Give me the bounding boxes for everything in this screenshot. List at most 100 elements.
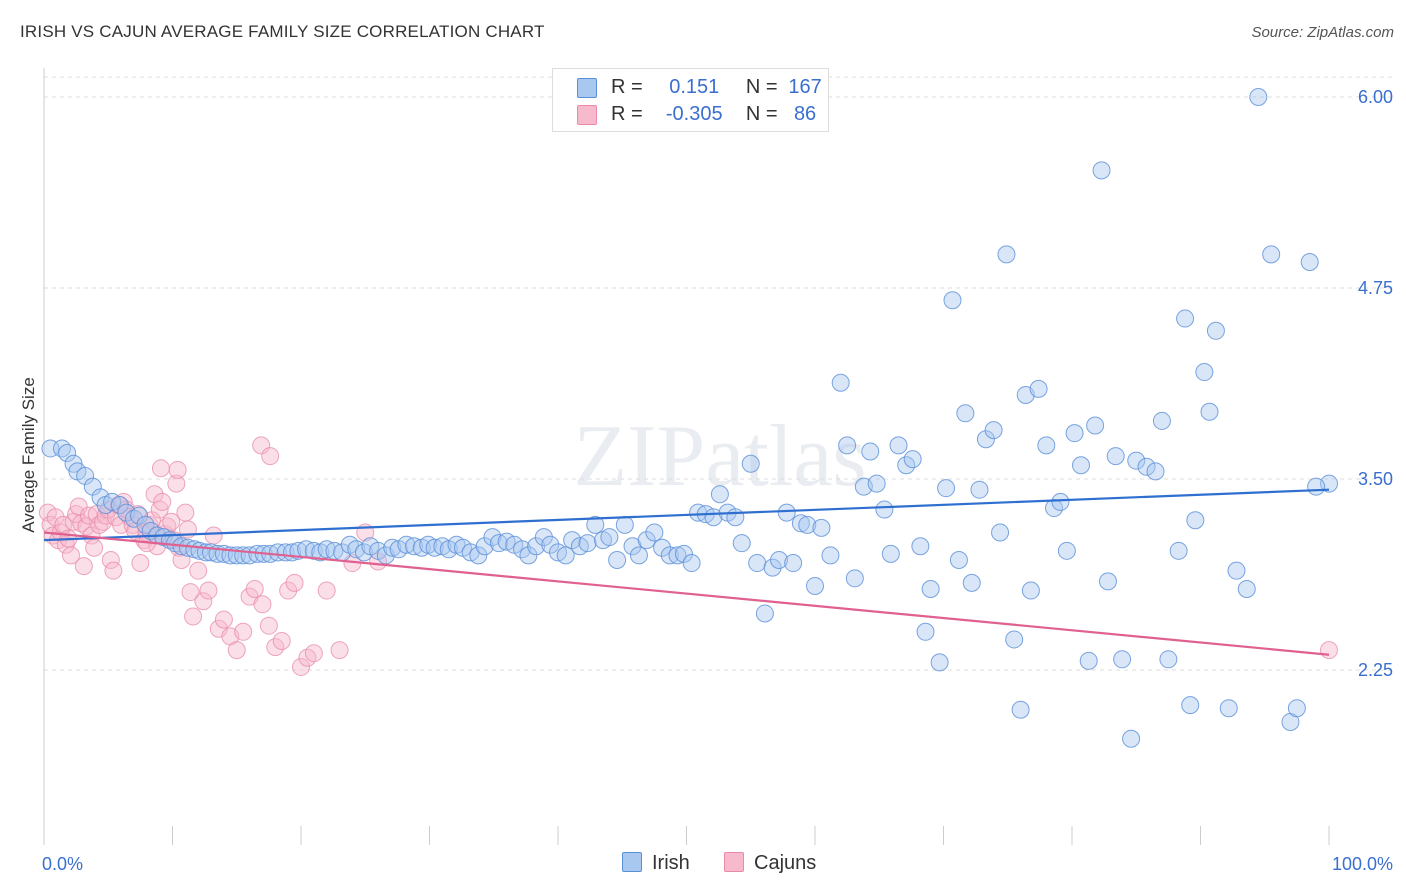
correlation-legend: R = 0.151 N = 167 R = -0.305 N = 86 — [552, 68, 829, 132]
irish-point — [962, 573, 981, 592]
irish-r-label: R = — [611, 76, 643, 98]
cajun-point — [87, 505, 106, 524]
irish-point — [660, 546, 679, 565]
irish-point — [637, 531, 656, 550]
irish-point — [1300, 253, 1319, 272]
irish-point — [645, 523, 664, 542]
irish-point — [534, 528, 553, 547]
y-tick-label: 2.25 — [1358, 660, 1393, 680]
irish-point — [1152, 411, 1171, 430]
irish-point — [821, 546, 840, 565]
irish-point — [340, 535, 359, 554]
irish-n-value: 167 — [788, 76, 822, 98]
bottom-legend-irish: Irish — [622, 850, 690, 876]
irish-point — [527, 537, 546, 556]
irish-point — [1057, 541, 1076, 560]
x-tick-label: 100.0% — [1332, 854, 1393, 874]
irish-point — [784, 554, 803, 573]
cajun-point — [167, 474, 186, 493]
bottom-legend-cajun: Cajuns — [724, 850, 816, 876]
irish-point — [1137, 457, 1156, 476]
irish-point — [469, 546, 488, 565]
irish-point — [1181, 696, 1200, 715]
cajun-point — [151, 459, 170, 478]
cajun-n-label: N = — [745, 103, 778, 125]
cajun-point — [131, 554, 150, 573]
irish-point — [489, 534, 508, 553]
irish-point — [1113, 650, 1132, 669]
y-axis-label: Average Family Size — [19, 377, 38, 533]
irish-point — [1122, 729, 1141, 748]
irish-point — [911, 537, 930, 556]
irish-legend-label: Irish — [652, 852, 690, 874]
irish-point — [976, 430, 995, 449]
cajun-point — [234, 622, 253, 641]
cajun-swatch — [577, 105, 597, 125]
irish-point — [1219, 699, 1238, 718]
irish-point — [741, 454, 760, 473]
source-label: Source: ZipAtlas.com — [1251, 24, 1394, 41]
irish-point — [984, 421, 1003, 440]
irish-point — [383, 538, 402, 557]
irish-point — [475, 537, 494, 556]
irish-point — [608, 550, 627, 569]
irish-n-label: N = — [745, 76, 778, 98]
irish-point — [1237, 580, 1256, 599]
cajun-point — [176, 503, 195, 522]
cajun-point — [181, 583, 200, 602]
grid-lines — [44, 76, 1392, 671]
irish-point — [1029, 379, 1048, 398]
irish-point — [755, 604, 774, 623]
cajun-r-value: -0.305 — [665, 103, 723, 125]
irish-point — [1086, 416, 1105, 435]
irish-point — [1176, 309, 1195, 328]
irish-point — [838, 436, 857, 455]
irish-point — [1249, 88, 1268, 106]
irish-point — [881, 544, 900, 563]
axes — [43, 68, 1330, 845]
irish-point — [1106, 447, 1125, 466]
cajun-point — [189, 561, 208, 580]
irish-point — [937, 479, 956, 498]
irish-point — [586, 515, 605, 534]
y-tick-label: 4.75 — [1358, 278, 1393, 298]
irish-point — [682, 554, 701, 573]
irish-point — [1169, 541, 1188, 560]
irish-point — [921, 580, 940, 599]
cajun-point — [252, 436, 271, 455]
irish-point — [1307, 477, 1326, 496]
cajun-point — [162, 512, 181, 531]
cajun-point — [261, 447, 280, 466]
irish-point — [130, 506, 149, 525]
cajun-point — [168, 460, 187, 479]
irish-point — [1011, 700, 1030, 719]
irish-r-value: 0.151 — [669, 76, 720, 98]
cajun-point — [253, 595, 272, 614]
cajun-point — [317, 581, 336, 600]
irish-point — [304, 541, 323, 560]
cajun-point — [227, 641, 246, 660]
trend-lines — [43, 488, 1330, 656]
irish-point — [903, 450, 922, 469]
irish-point — [1186, 511, 1205, 530]
cajun-r-label: R = — [611, 103, 643, 125]
cajun-point — [330, 641, 349, 660]
watermark: ZIPatlas — [573, 408, 866, 505]
cajun-point — [1320, 641, 1338, 660]
cajun-trend-line — [43, 531, 1330, 656]
irish-point — [668, 546, 687, 565]
irish-point — [770, 550, 789, 569]
irish-point — [1037, 436, 1056, 455]
irish-point — [1092, 161, 1111, 180]
irish-legend-swatch — [622, 852, 642, 872]
cajun-point — [272, 631, 291, 650]
cajun-point — [285, 573, 304, 592]
irish-point — [831, 373, 850, 392]
irish-point — [970, 480, 989, 499]
irish-point — [861, 442, 880, 461]
cajun-point — [304, 644, 323, 663]
cajun-point — [101, 550, 120, 569]
irish-point — [1206, 321, 1225, 340]
irish-point — [1051, 492, 1070, 511]
